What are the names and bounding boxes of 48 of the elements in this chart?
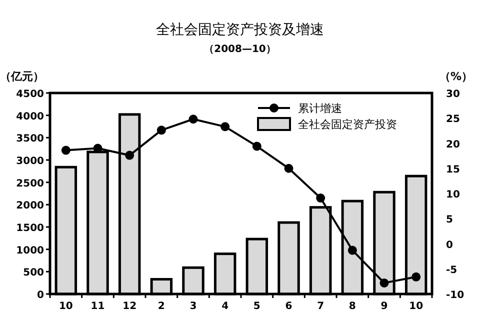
point [252,142,262,151]
x-tick-label: 3 [190,301,197,312]
y-tick-label: 1500 [16,223,44,234]
y-tick-label: 4500 [16,89,44,100]
x-tick-label: 6 [285,301,292,312]
point [220,122,230,132]
y2-tick-label: 15 [446,164,460,176]
x-tick-label: 7 [317,301,324,312]
x-tick-label: 10 [58,301,73,312]
y-tick-label: 4000 [16,111,44,122]
y2-tick-label: 25 [446,114,460,126]
x-tick-label: 11 [90,301,105,312]
point [284,164,294,173]
y2-axis-title: （%） [439,70,473,83]
x-tick-label: 2 [158,301,165,312]
point [348,246,357,255]
y2-tick-label: -5 [446,264,458,276]
y-tick-label: 1000 [16,245,44,256]
y2-tick-label: 30 [446,89,460,100]
y2-tick-label: 20 [446,139,460,150]
legend-label: 全社会固定资产投资 [298,118,397,131]
x-tick-label: 9 [380,301,388,312]
x-tick-label: 12 [122,301,137,312]
y-axis-title: （亿元） [0,70,44,83]
y-tick-label: 500 [23,268,44,279]
point [412,272,421,282]
x-tick-label: 4 [222,301,229,312]
y-tick-label: 3500 [16,134,44,145]
chart-title: 全社会固定资产投资及增速 [156,22,324,38]
point [125,150,134,160]
y2-tick-label: -10 [446,290,464,301]
y2-tick-label: 0 [446,240,453,251]
y2-tick-label: 5 [446,214,453,226]
x-tick-label: 5 [253,301,260,312]
point [188,114,198,124]
y2-tick-label: 10 [446,190,460,200]
y-tick-label: 3000 [16,156,44,167]
y-tick-label: 2000 [16,200,44,212]
point [316,194,326,203]
x-tick-label: 10 [409,301,424,312]
point [380,278,389,288]
legend-label: 累计增速 [298,102,342,115]
x-tick-label: 8 [348,301,356,312]
y-tick-label: 2500 [16,178,44,190]
point [156,126,166,135]
point [61,146,70,155]
y-tick-label: 0 [37,290,44,301]
chart-subtitle: （2008—10） [204,44,276,55]
